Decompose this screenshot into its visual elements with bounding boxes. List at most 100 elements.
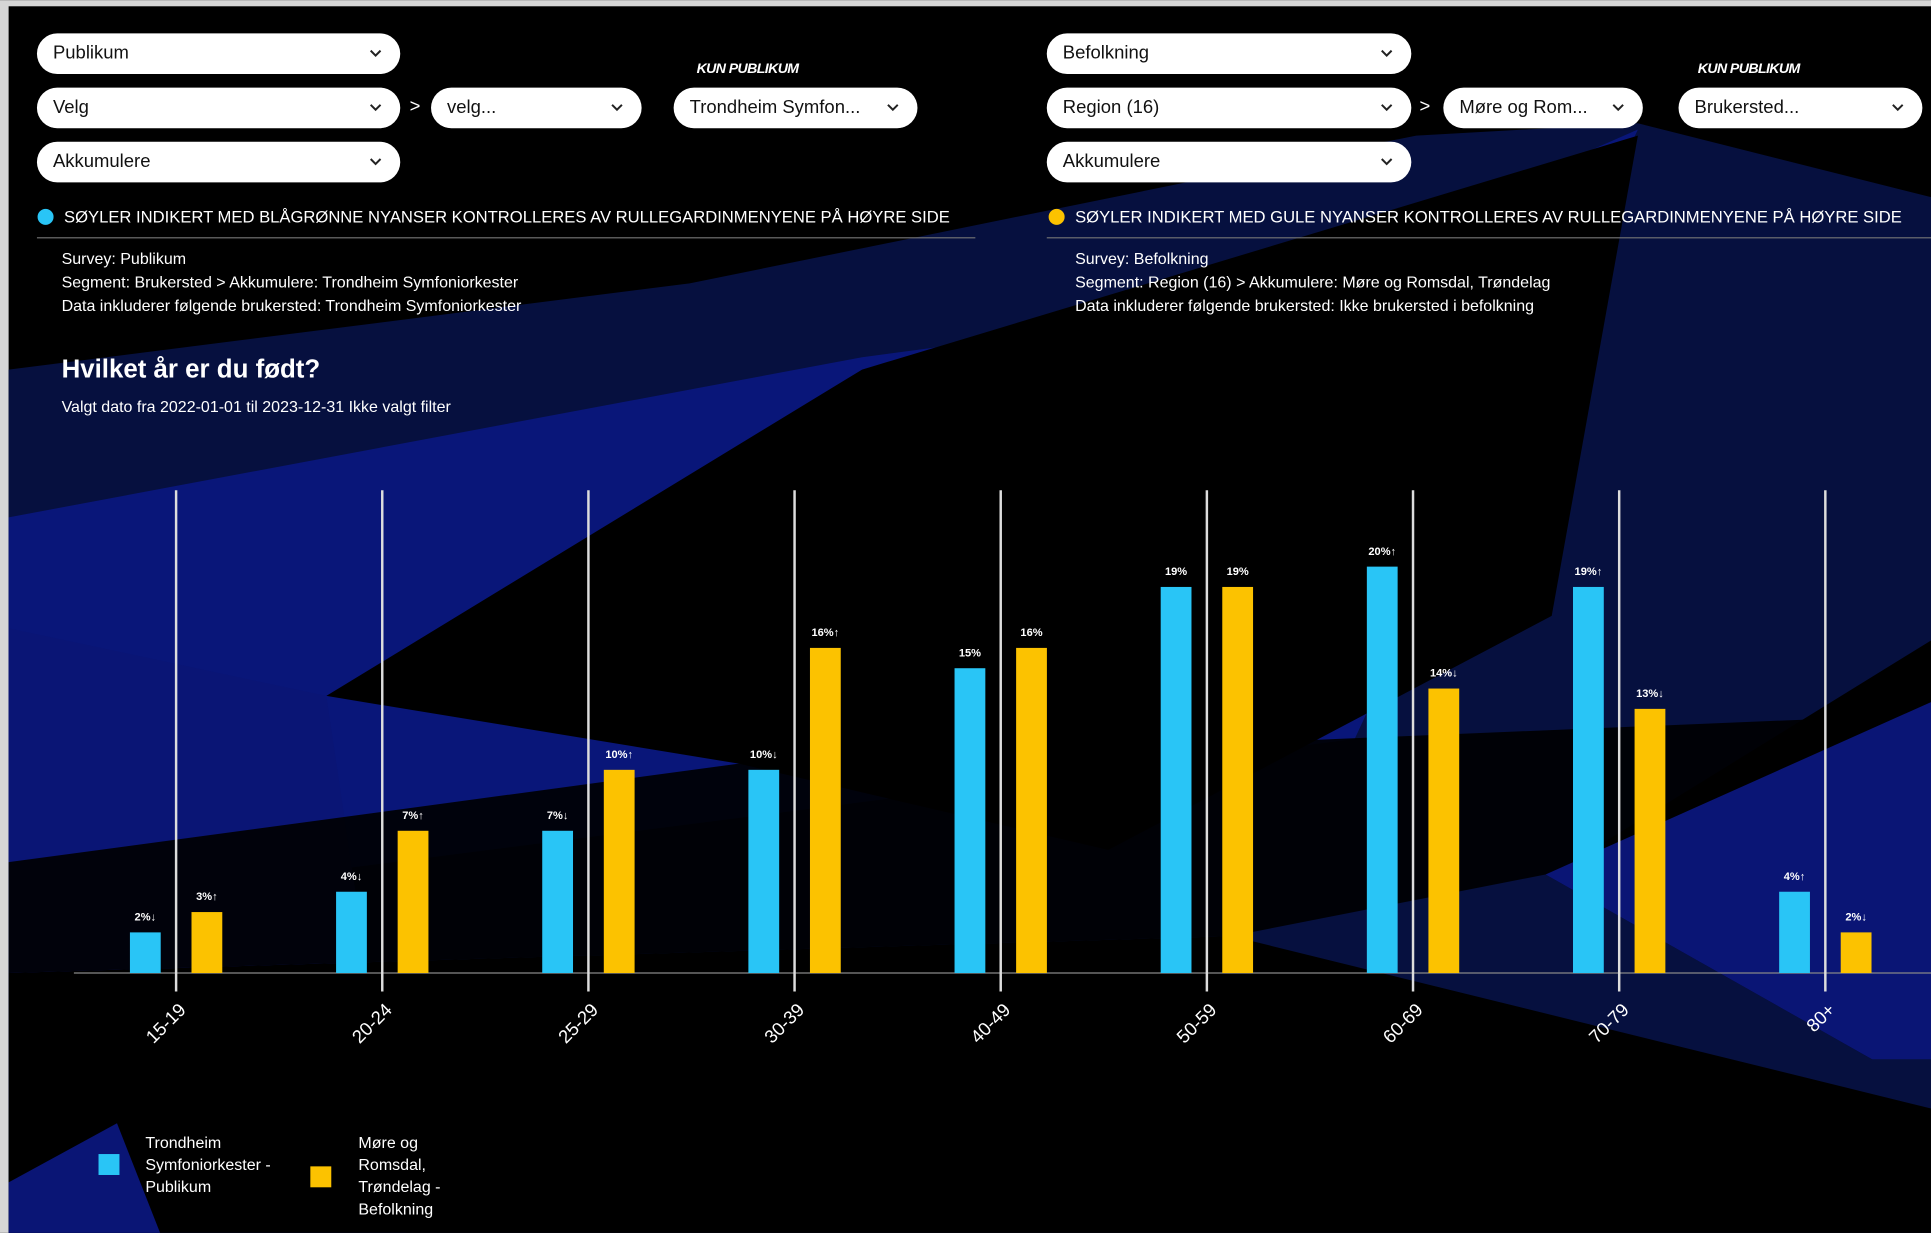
chevron-icon[interactable] <box>369 49 382 57</box>
bar <box>1779 891 1810 974</box>
value-label: 2%↓ <box>135 912 157 924</box>
dropdown-box[interactable] <box>1046 87 1412 129</box>
info-line: Survey: Publikum <box>62 251 186 268</box>
bar <box>1160 586 1192 974</box>
bar <box>397 830 429 974</box>
note: SØYLER INDIKERT MED BLÅGRØNNE NYANSER KO… <box>64 207 950 226</box>
dropdown-box[interactable] <box>36 87 401 129</box>
value-label: 13%↓ <box>1636 688 1664 700</box>
bar <box>748 769 780 974</box>
bar <box>1634 708 1666 974</box>
value-label: 16% <box>1020 627 1042 639</box>
dropdown[interactable]: Møre og Rom... <box>1443 87 1643 129</box>
dropdown-text[interactable]: Brukersted... <box>1695 96 1800 117</box>
chevron-icon[interactable] <box>1381 158 1393 166</box>
dropdown-text[interactable]: Publikum <box>53 42 129 63</box>
bar <box>336 891 367 974</box>
legend-label: Trondheim Symfoniorkester - Publikum <box>145 1133 271 1196</box>
chevron-icon[interactable] <box>887 104 899 112</box>
bar <box>191 912 223 974</box>
info-line: Segment: Brukersted > Akkumulere: Trondh… <box>62 275 519 292</box>
bar <box>542 830 574 974</box>
dropdown-text[interactable]: Befolkning <box>1063 42 1149 63</box>
bar <box>1573 586 1604 974</box>
note: SØYLER INDIKERT MED GULE NYANSER KONTROL… <box>1075 207 1902 226</box>
dropdown[interactable]: Trondheim Symfon... <box>673 87 918 129</box>
dropdown[interactable]: velg... <box>431 87 642 129</box>
value-label: 19%↑ <box>1575 566 1603 578</box>
dropdown-text[interactable]: velg... <box>447 96 496 117</box>
dropdown-box[interactable] <box>1046 33 1412 75</box>
info-line: Segment: Region (16) > Akkumulere: Møre … <box>1075 275 1550 292</box>
bar <box>1840 932 1872 974</box>
legend-swatch <box>310 1166 332 1188</box>
value-label: 15% <box>959 647 981 659</box>
shape <box>8 1123 161 1233</box>
dropdown[interactable]: Akkumulere <box>1046 141 1412 183</box>
dropdown-box[interactable] <box>1443 87 1643 129</box>
chevron-icon[interactable] <box>1612 104 1624 112</box>
dropdown[interactable]: Befolkning <box>1046 33 1412 75</box>
dropdown[interactable]: Akkumulere <box>36 141 401 183</box>
bar <box>603 769 635 974</box>
value-label: 2%↓ <box>1845 912 1867 924</box>
value-label: 19% <box>1227 566 1249 578</box>
dropdown-box[interactable] <box>36 141 401 183</box>
value-label: 4%↓ <box>341 871 363 883</box>
value-label: 19% <box>1165 566 1187 578</box>
ui: Publikum Velg velg... Akkumulere > KUN PUBLIK… <box>36 33 1931 1219</box>
bar <box>1222 586 1254 974</box>
dropdown-box[interactable] <box>673 87 918 129</box>
bar <box>954 668 986 974</box>
value-label: 10%↓ <box>750 749 778 761</box>
value-label: 7%↓ <box>547 810 569 822</box>
legend-label-box: Møre og Romsdal, Trøndelag - Befolkning <box>358 1133 441 1219</box>
dropdown-box[interactable] <box>1678 87 1923 129</box>
dropdown[interactable]: Velg <box>36 87 401 129</box>
legend-label: Møre og Romsdal, Trøndelag - Befolkning <box>358 1133 441 1219</box>
dropdown-text[interactable]: Akkumulere <box>53 150 151 171</box>
dropdown-box[interactable] <box>1046 141 1412 183</box>
legend-swatch <box>98 1154 120 1175</box>
chevron-icon[interactable] <box>611 104 623 112</box>
separator: > <box>1419 95 1430 116</box>
chart-subtitle: Valgt dato fra 2022-01-01 til 2023-12-31… <box>62 399 452 416</box>
bar <box>1366 566 1398 974</box>
chevron-icon[interactable] <box>369 158 382 166</box>
value-label: 3%↑ <box>196 891 218 903</box>
chart-title: Hvilket år er du født? <box>62 356 321 384</box>
value-label: 14%↓ <box>1430 668 1458 680</box>
value-label: 4%↑ <box>1784 871 1806 883</box>
info-line: Survey: Befolkning <box>1075 251 1208 268</box>
value-label: 10%↑ <box>605 749 633 761</box>
chevron-icon[interactable] <box>369 104 382 112</box>
dropdown[interactable]: Brukersted... <box>1678 87 1923 129</box>
bar <box>1016 647 1047 974</box>
legend-label-box: Trondheim Symfoniorkester - Publikum <box>145 1133 271 1196</box>
info-line: Data inkluderer følgende brukersted: Ikk… <box>1075 298 1534 315</box>
bar <box>809 647 841 974</box>
value-label: 16%↑ <box>811 627 839 639</box>
shape <box>8 936 1931 1233</box>
dropdown-text[interactable]: Trondheim Symfon... <box>690 96 861 117</box>
dropdown[interactable]: Region (16) <box>1046 87 1412 129</box>
info-line: Data inkluderer følgende brukersted: Tro… <box>62 298 522 315</box>
dropdown-text[interactable]: Region (16) <box>1063 96 1160 117</box>
dropdown-text[interactable]: Akkumulere <box>1063 150 1161 171</box>
dropdown[interactable]: Publikum <box>36 33 401 75</box>
kun-label: KUN PUBLIKUM <box>1698 61 1802 77</box>
value-label: 20%↑ <box>1368 546 1396 558</box>
bar <box>1428 688 1460 974</box>
dropdown-text[interactable]: Velg <box>53 96 89 117</box>
bar <box>129 932 161 974</box>
legend-dot <box>37 208 54 225</box>
dropdown-text[interactable]: Møre og Rom... <box>1459 96 1587 117</box>
kun-label: KUN PUBLIKUM <box>697 61 801 77</box>
chevron-icon[interactable] <box>1381 49 1393 57</box>
chevron-icon[interactable] <box>1381 104 1393 112</box>
shape <box>1545 702 1931 1060</box>
chevron-icon[interactable] <box>1892 104 1904 112</box>
dropdown-box[interactable] <box>431 87 642 129</box>
dropdown-box[interactable] <box>36 33 401 75</box>
